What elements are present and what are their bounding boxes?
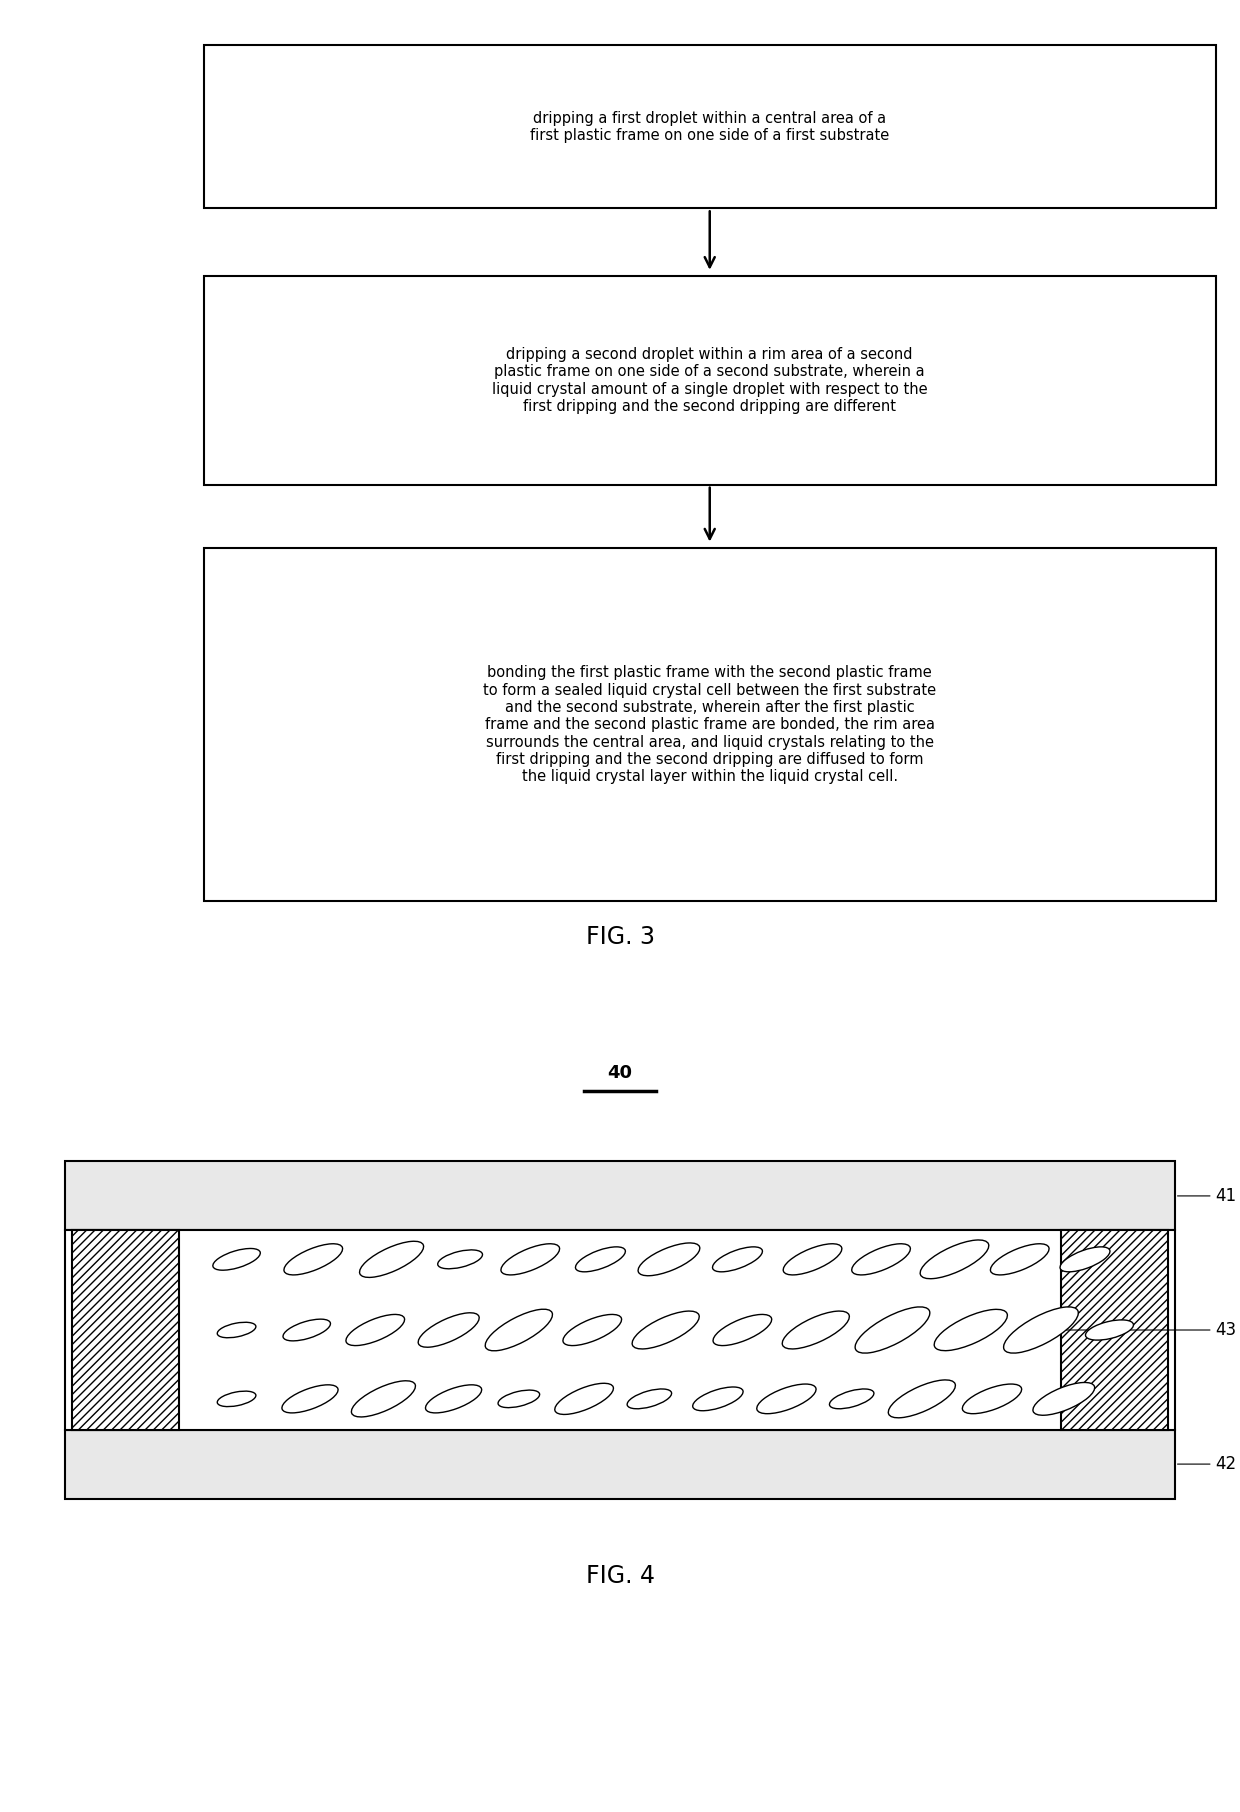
Ellipse shape bbox=[830, 1390, 874, 1408]
Ellipse shape bbox=[713, 1314, 771, 1346]
Ellipse shape bbox=[627, 1390, 672, 1408]
Text: 40: 40 bbox=[608, 1064, 632, 1082]
Bar bbox=[203, 275, 1215, 486]
Ellipse shape bbox=[217, 1392, 255, 1406]
Ellipse shape bbox=[563, 1314, 621, 1346]
Ellipse shape bbox=[351, 1381, 415, 1417]
Ellipse shape bbox=[438, 1250, 482, 1268]
Ellipse shape bbox=[575, 1247, 625, 1272]
Bar bbox=[1060, 1230, 1168, 1430]
Ellipse shape bbox=[1060, 1247, 1110, 1272]
Ellipse shape bbox=[756, 1384, 816, 1413]
Ellipse shape bbox=[1033, 1383, 1095, 1415]
Text: dripping a second droplet within a rim area of a second
plastic frame on one sid: dripping a second droplet within a rim a… bbox=[492, 346, 928, 415]
Bar bbox=[72, 1230, 180, 1430]
Text: 42: 42 bbox=[1178, 1455, 1236, 1473]
Ellipse shape bbox=[501, 1243, 559, 1276]
Bar bbox=[203, 549, 1215, 902]
Text: bonding the first plastic frame with the second plastic frame
to form a sealed l: bonding the first plastic frame with the… bbox=[484, 665, 936, 785]
Text: FIG. 4: FIG. 4 bbox=[585, 1564, 655, 1589]
Ellipse shape bbox=[782, 1312, 849, 1348]
Ellipse shape bbox=[554, 1383, 614, 1415]
Bar bbox=[203, 45, 1215, 208]
Ellipse shape bbox=[418, 1312, 479, 1348]
Ellipse shape bbox=[934, 1310, 1007, 1350]
Ellipse shape bbox=[856, 1306, 930, 1354]
Ellipse shape bbox=[784, 1243, 842, 1276]
Bar bbox=[66, 1161, 1174, 1230]
Ellipse shape bbox=[217, 1323, 255, 1337]
Ellipse shape bbox=[346, 1314, 404, 1346]
Ellipse shape bbox=[888, 1381, 955, 1417]
Ellipse shape bbox=[962, 1384, 1022, 1413]
Ellipse shape bbox=[991, 1243, 1049, 1276]
Ellipse shape bbox=[485, 1310, 553, 1350]
Bar bbox=[66, 1230, 1174, 1430]
Text: FIG. 3: FIG. 3 bbox=[585, 924, 655, 949]
Ellipse shape bbox=[360, 1241, 424, 1277]
Text: 41: 41 bbox=[1178, 1187, 1236, 1205]
Text: 43: 43 bbox=[1064, 1321, 1236, 1339]
Ellipse shape bbox=[852, 1243, 910, 1276]
Ellipse shape bbox=[213, 1248, 260, 1270]
Bar bbox=[66, 1430, 1174, 1499]
Ellipse shape bbox=[713, 1247, 763, 1272]
Ellipse shape bbox=[920, 1239, 988, 1279]
Ellipse shape bbox=[639, 1243, 699, 1276]
Ellipse shape bbox=[284, 1243, 342, 1276]
Ellipse shape bbox=[281, 1384, 339, 1413]
Ellipse shape bbox=[425, 1384, 481, 1413]
Ellipse shape bbox=[498, 1390, 539, 1408]
Ellipse shape bbox=[632, 1312, 699, 1348]
Text: dripping a first droplet within a central area of a
first plastic frame on one s: dripping a first droplet within a centra… bbox=[531, 111, 889, 143]
Ellipse shape bbox=[1085, 1319, 1133, 1341]
Ellipse shape bbox=[283, 1319, 331, 1341]
Ellipse shape bbox=[1003, 1306, 1079, 1354]
Ellipse shape bbox=[693, 1386, 743, 1412]
